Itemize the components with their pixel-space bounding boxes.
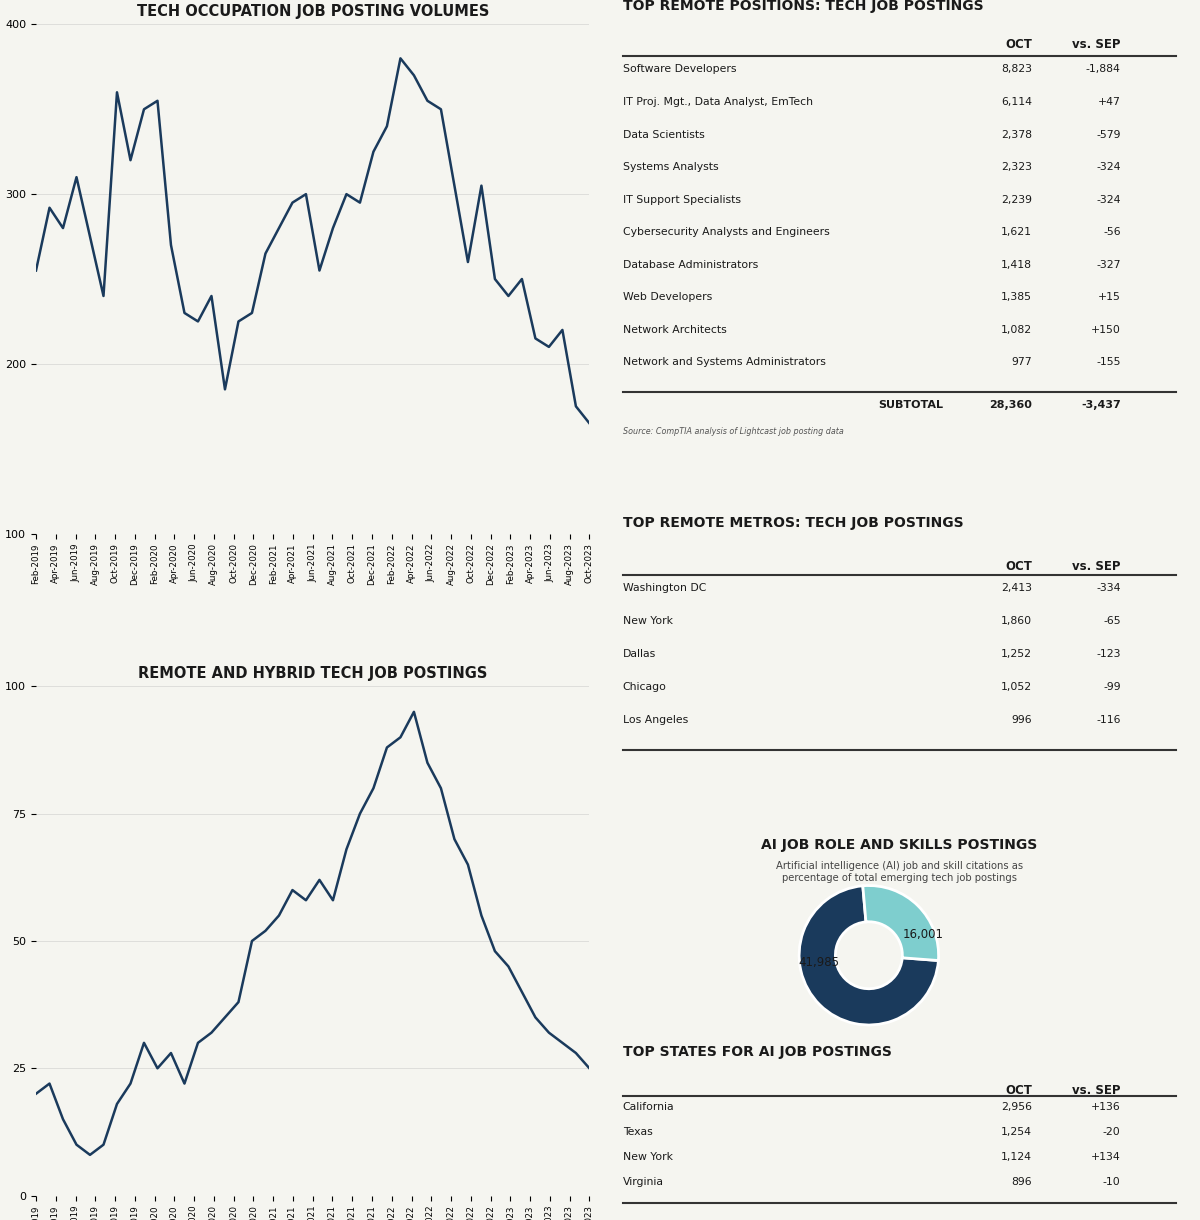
Text: Software Developers: Software Developers <box>623 65 736 74</box>
Text: OCT: OCT <box>1006 1083 1032 1097</box>
Text: Washington DC: Washington DC <box>623 583 706 593</box>
Text: 2,956: 2,956 <box>1001 1102 1032 1113</box>
Text: 2,323: 2,323 <box>1001 162 1032 172</box>
Text: -65: -65 <box>1103 616 1121 626</box>
Text: -20: -20 <box>1103 1127 1121 1137</box>
Text: 2,239: 2,239 <box>1001 195 1032 205</box>
Text: Source: CompTIA analysis of Lightcast job posting data: Source: CompTIA analysis of Lightcast jo… <box>623 427 844 437</box>
Text: Network and Systems Administrators: Network and Systems Administrators <box>623 357 826 367</box>
Text: 28,360: 28,360 <box>989 400 1032 410</box>
Text: 1,621: 1,621 <box>1001 227 1032 237</box>
Text: 996: 996 <box>1012 715 1032 725</box>
Text: 977: 977 <box>1012 357 1032 367</box>
Text: -155: -155 <box>1096 357 1121 367</box>
Text: Web Developers: Web Developers <box>623 293 712 303</box>
Text: vs. SEP: vs. SEP <box>1072 560 1121 572</box>
Text: Los Angeles: Los Angeles <box>623 715 688 725</box>
Text: New York: New York <box>623 1152 673 1161</box>
Text: 6,114: 6,114 <box>1001 96 1032 107</box>
Title: TECH OCCUPATION JOB POSTING VOLUMES: TECH OCCUPATION JOB POSTING VOLUMES <box>137 4 488 20</box>
Text: IT Support Specialists: IT Support Specialists <box>623 195 740 205</box>
Text: vs. SEP: vs. SEP <box>1072 1083 1121 1097</box>
Text: Systems Analysts: Systems Analysts <box>623 162 719 172</box>
Text: Cybersecurity Analysts and Engineers: Cybersecurity Analysts and Engineers <box>623 227 829 237</box>
Text: TOP REMOTE METROS: TECH JOB POSTINGS: TOP REMOTE METROS: TECH JOB POSTINGS <box>623 516 964 531</box>
Text: California: California <box>623 1102 674 1113</box>
Text: -579: -579 <box>1096 129 1121 139</box>
Text: -99: -99 <box>1103 682 1121 692</box>
Text: Database Administrators: Database Administrators <box>623 260 758 270</box>
Text: Dallas: Dallas <box>623 649 656 659</box>
Text: -3,437: -3,437 <box>1081 400 1121 410</box>
Text: Network Architects: Network Architects <box>623 325 726 334</box>
Text: IT Proj. Mgt., Data Analyst, EmTech: IT Proj. Mgt., Data Analyst, EmTech <box>623 96 812 107</box>
Text: New York: New York <box>623 616 673 626</box>
Text: 1,252: 1,252 <box>1001 649 1032 659</box>
Title: REMOTE AND HYBRID TECH JOB POSTINGS: REMOTE AND HYBRID TECH JOB POSTINGS <box>138 666 487 681</box>
Text: 8,823: 8,823 <box>1001 65 1032 74</box>
Text: 2,378: 2,378 <box>1001 129 1032 139</box>
Text: 1,385: 1,385 <box>1001 293 1032 303</box>
Text: -10: -10 <box>1103 1177 1121 1187</box>
Text: Texas: Texas <box>623 1127 653 1137</box>
Text: +47: +47 <box>1098 96 1121 107</box>
Text: Virginia: Virginia <box>623 1177 664 1187</box>
Text: Chicago: Chicago <box>623 682 666 692</box>
Text: -324: -324 <box>1096 162 1121 172</box>
Text: -334: -334 <box>1096 583 1121 593</box>
Text: -116: -116 <box>1096 715 1121 725</box>
Text: 1,052: 1,052 <box>1001 682 1032 692</box>
Text: 1,254: 1,254 <box>1001 1127 1032 1137</box>
Text: OCT: OCT <box>1006 560 1032 572</box>
Text: SUBTOTAL: SUBTOTAL <box>878 400 943 410</box>
Text: TOP STATES FOR AI JOB POSTINGS: TOP STATES FOR AI JOB POSTINGS <box>623 1044 892 1059</box>
Text: -324: -324 <box>1096 195 1121 205</box>
Text: -1,884: -1,884 <box>1086 65 1121 74</box>
Text: Artificial intelligence (AI) job and skill citations as
percentage of total emer: Artificial intelligence (AI) job and ski… <box>775 861 1022 883</box>
Text: 1,124: 1,124 <box>1001 1152 1032 1161</box>
Text: 1,082: 1,082 <box>1001 325 1032 334</box>
Text: +134: +134 <box>1091 1152 1121 1161</box>
Text: -123: -123 <box>1096 649 1121 659</box>
Text: vs. SEP: vs. SEP <box>1072 38 1121 51</box>
Text: +136: +136 <box>1091 1102 1121 1113</box>
Text: -327: -327 <box>1096 260 1121 270</box>
Text: 1,860: 1,860 <box>1001 616 1032 626</box>
Text: AI JOB ROLE AND SKILLS POSTINGS: AI JOB ROLE AND SKILLS POSTINGS <box>761 838 1038 853</box>
Text: 1,418: 1,418 <box>1001 260 1032 270</box>
Text: 2,413: 2,413 <box>1001 583 1032 593</box>
Text: +150: +150 <box>1091 325 1121 334</box>
Text: OCT: OCT <box>1006 38 1032 51</box>
Text: 896: 896 <box>1012 1177 1032 1187</box>
Text: Data Scientists: Data Scientists <box>623 129 704 139</box>
Text: +15: +15 <box>1098 293 1121 303</box>
Text: TOP REMOTE POSITIONS: TECH JOB POSTINGS: TOP REMOTE POSITIONS: TECH JOB POSTINGS <box>623 0 983 12</box>
Text: -56: -56 <box>1103 227 1121 237</box>
